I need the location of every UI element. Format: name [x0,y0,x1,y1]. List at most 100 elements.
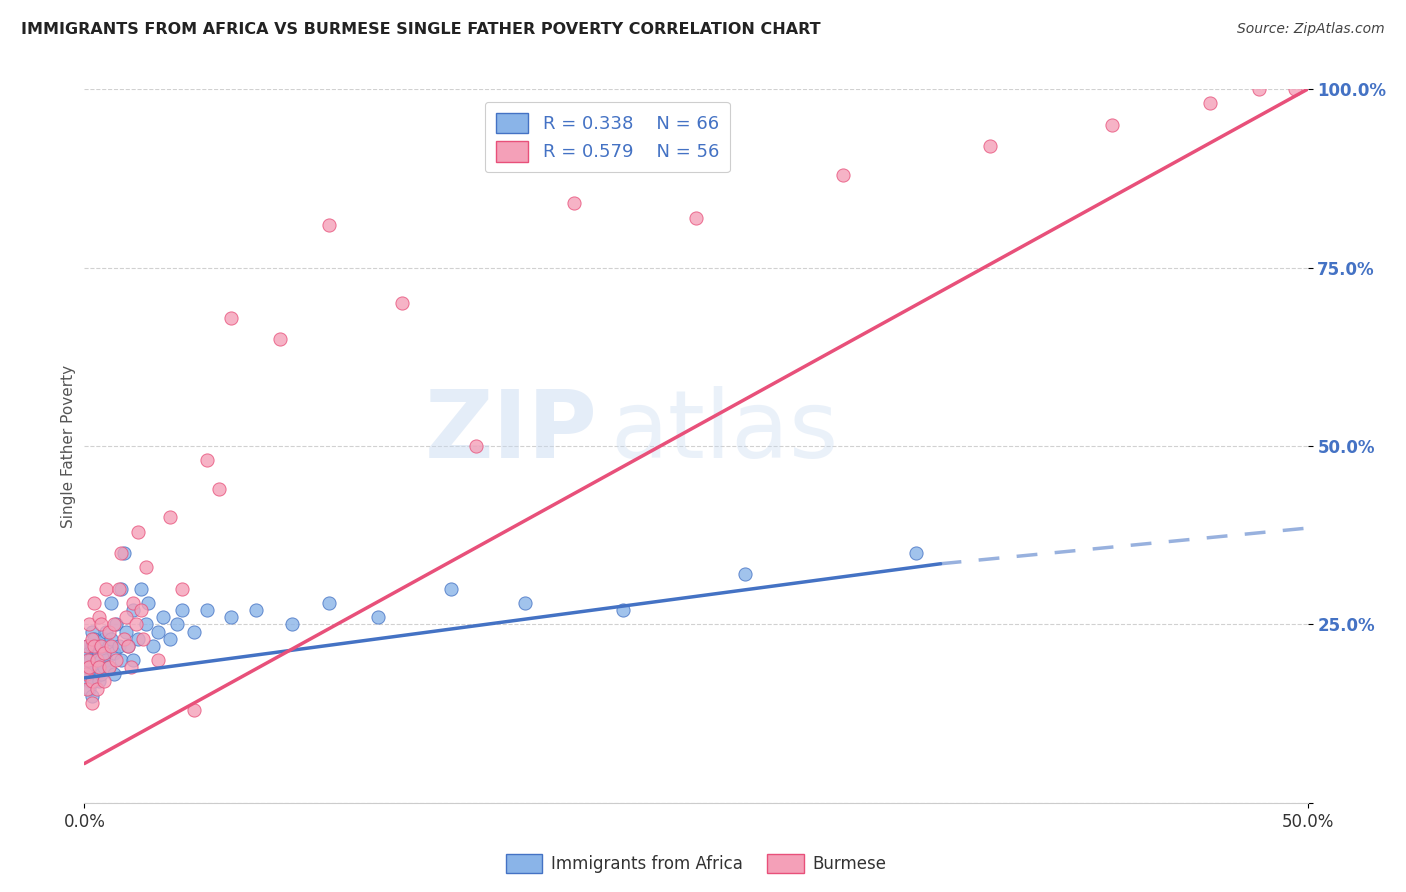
Point [110,582,132,596]
Point [100,596,122,610]
Point [146,624,169,639]
Point [122,596,145,610]
Point [979,139,1001,153]
Point [103,667,125,681]
Point [83,639,105,653]
Point [195,453,218,467]
Point [86,653,108,667]
Point [103,646,125,660]
Point [96,582,118,596]
Point [391,296,413,310]
Point [183,703,205,717]
Y-axis label: Single Father Poverty: Single Father Poverty [60,365,76,527]
Point [77,660,100,674]
Point [513,596,536,610]
Point [110,546,132,560]
Point [83,660,105,674]
Text: ZIP: ZIP [425,385,598,478]
Point [281,617,304,632]
Point [80,689,103,703]
Point [90,639,112,653]
Point [80,674,103,689]
Point [142,639,165,653]
Point [440,582,463,596]
Point [685,211,707,225]
Point [80,696,103,710]
Point [86,681,108,696]
Point [93,646,115,660]
Point [112,546,135,560]
Point [86,653,108,667]
Point [152,610,174,624]
Point [76,667,98,681]
Point [318,218,340,232]
Point [90,667,112,681]
Point [93,660,115,674]
Point [105,653,128,667]
Point [90,653,112,667]
Point [183,624,205,639]
Point [115,624,138,639]
Point [76,681,98,696]
Point [97,624,120,639]
Point [1101,118,1123,132]
Point [107,582,129,596]
Point [136,596,159,610]
Point [195,603,218,617]
Point [97,639,120,653]
Point [80,632,103,646]
Point [120,660,142,674]
Point [318,596,340,610]
Point [76,639,98,653]
Point [90,639,112,653]
Point [77,674,100,689]
Point [172,582,194,596]
Point [129,582,152,596]
Point [87,660,110,674]
Point [83,596,105,610]
Point [122,603,145,617]
Point [80,639,103,653]
Point [77,681,100,696]
Point [103,617,125,632]
Point [87,646,110,660]
Point [100,639,122,653]
Point [105,617,128,632]
Point [86,639,108,653]
Point [612,603,634,617]
Point [219,610,242,624]
Point [117,639,139,653]
Point [79,653,101,667]
Point [172,603,194,617]
Point [110,653,132,667]
Point [112,632,135,646]
Point [90,617,112,632]
Legend: Immigrants from Africa, Burmese: Immigrants from Africa, Burmese [499,847,893,880]
Point [75,653,97,667]
Point [107,639,129,653]
Point [93,674,115,689]
Point [1198,96,1220,111]
Point [208,482,231,496]
Point [159,510,181,524]
Point [159,632,181,646]
Point [1247,82,1270,96]
Point [905,546,928,560]
Point [80,667,103,681]
Point [77,660,100,674]
Point [87,660,110,674]
Point [100,632,122,646]
Point [831,168,853,182]
Point [115,610,138,624]
Point [245,603,267,617]
Point [93,646,115,660]
Point [166,617,188,632]
Point [96,653,118,667]
Point [125,617,148,632]
Text: atlas: atlas [610,385,838,478]
Point [77,646,100,660]
Point [127,632,149,646]
Point [219,310,242,325]
Point [97,660,120,674]
Point [96,624,118,639]
